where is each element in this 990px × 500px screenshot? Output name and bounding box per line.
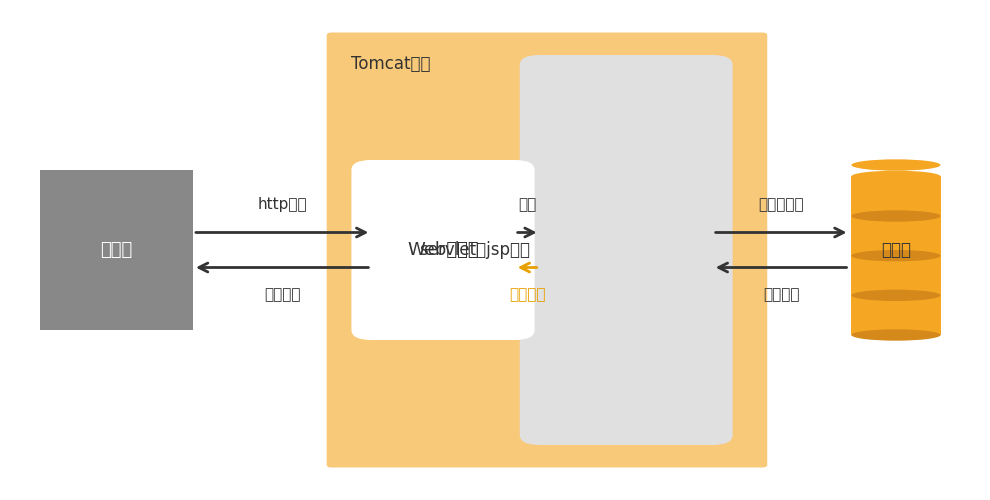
- Bar: [851, 176, 940, 216]
- Text: 操作数据库: 操作数据库: [758, 198, 804, 212]
- FancyBboxPatch shape: [327, 32, 767, 468]
- Ellipse shape: [851, 330, 940, 340]
- Ellipse shape: [851, 210, 940, 222]
- Text: servlet、jsp容器: servlet、jsp容器: [419, 241, 530, 259]
- Text: 转发: 转发: [518, 198, 537, 212]
- Text: Web服务器: Web服务器: [407, 241, 479, 259]
- Ellipse shape: [851, 160, 940, 170]
- FancyBboxPatch shape: [351, 160, 535, 340]
- Ellipse shape: [851, 290, 940, 301]
- Text: 数据库: 数据库: [881, 241, 911, 259]
- Ellipse shape: [851, 250, 940, 262]
- Bar: [851, 256, 940, 296]
- Text: http请求: http请求: [257, 198, 307, 212]
- Ellipse shape: [851, 290, 940, 301]
- Bar: [40, 170, 193, 330]
- Text: 浏览器: 浏览器: [100, 241, 133, 259]
- Bar: [851, 296, 940, 335]
- Text: 返回资源: 返回资源: [264, 288, 300, 302]
- Ellipse shape: [851, 250, 940, 262]
- Ellipse shape: [851, 170, 940, 182]
- Text: 返回结果: 返回结果: [763, 288, 799, 302]
- Bar: [851, 216, 940, 256]
- Text: 返回结果: 返回结果: [509, 288, 545, 302]
- Ellipse shape: [851, 210, 940, 222]
- Text: Tomcat容器: Tomcat容器: [351, 55, 431, 73]
- FancyBboxPatch shape: [520, 55, 733, 445]
